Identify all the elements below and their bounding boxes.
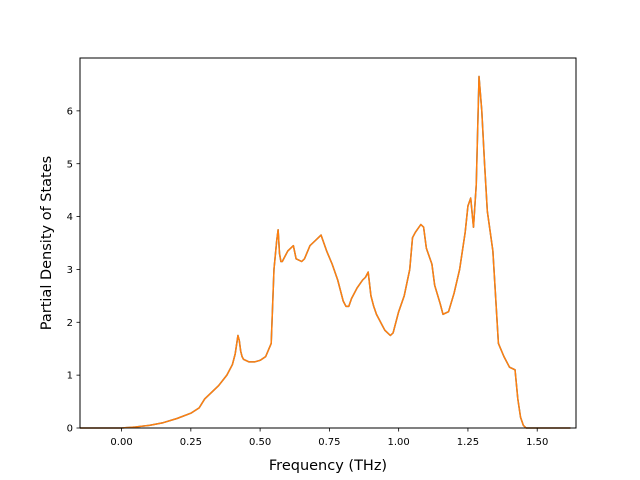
y-tick-label: 0 — [67, 424, 73, 435]
y-axis-ticks: 0 1 2 3 4 5 6 — [67, 106, 80, 435]
series-layer — [80, 75, 571, 429]
x-axis-ticks: 0.00 0.25 0.50 0.75 1.00 1.25 1.50 — [110, 428, 548, 448]
x-tick-label: 0.75 — [318, 437, 340, 448]
y-tick-label: 4 — [67, 212, 73, 223]
y-tick-label: 6 — [67, 106, 73, 117]
y-tick-label: 3 — [67, 265, 73, 276]
y-axis-label: Partial Density of States — [39, 156, 55, 330]
y-tick-label: 5 — [67, 159, 73, 170]
y-tick-label: 1 — [67, 371, 73, 382]
x-tick-label: 1.25 — [457, 437, 479, 448]
x-axis-label: Frequency (THz) — [269, 458, 387, 474]
plot-frame — [79, 57, 577, 429]
x-tick-label: 0.00 — [110, 437, 132, 448]
y-tick-label: 2 — [67, 318, 73, 329]
x-tick-label: 1.50 — [526, 437, 548, 448]
series-line-2 — [80, 75, 571, 429]
x-tick-label: 1.00 — [388, 437, 410, 448]
x-tick-label: 0.25 — [180, 437, 202, 448]
x-tick-label: 0.50 — [249, 437, 271, 448]
